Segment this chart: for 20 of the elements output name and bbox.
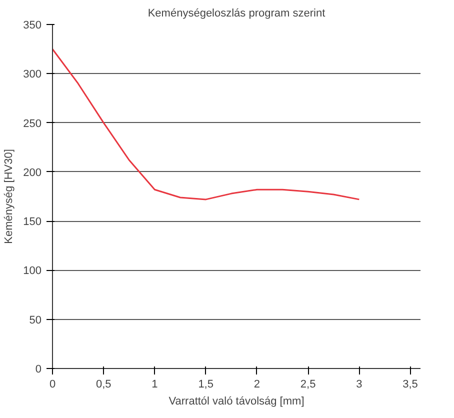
y-tick-label: 50	[29, 314, 42, 326]
line-series	[52, 48, 360, 200]
y-tick-label: 300	[23, 68, 42, 81]
x-axis-title: Varrattól való távolság [mm]	[168, 396, 304, 408]
x-tick-label: 3	[356, 378, 362, 390]
x-tick-label: 1	[152, 378, 158, 390]
y-axis-title: Keménység [HV30]	[3, 149, 16, 244]
x-tick-label: 2	[254, 378, 260, 390]
x-tick-label: 2,5	[300, 378, 316, 390]
y-tick-label: 200	[23, 166, 42, 179]
y-tick-label: 350	[23, 20, 42, 32]
y-tick-label: 250	[23, 118, 42, 130]
x-tick-label: 0	[49, 378, 56, 390]
y-tick-label: 150	[23, 216, 42, 228]
x-tick-label: 1,5	[198, 378, 214, 390]
chart-title: Keménységeloszlás program szerint	[148, 8, 326, 20]
x-tick-label: 0,5	[96, 378, 112, 390]
x-tick-label: 3,5	[402, 378, 418, 390]
y-tick-label: 0	[35, 364, 42, 376]
y-tick-label: 100	[23, 265, 42, 278]
